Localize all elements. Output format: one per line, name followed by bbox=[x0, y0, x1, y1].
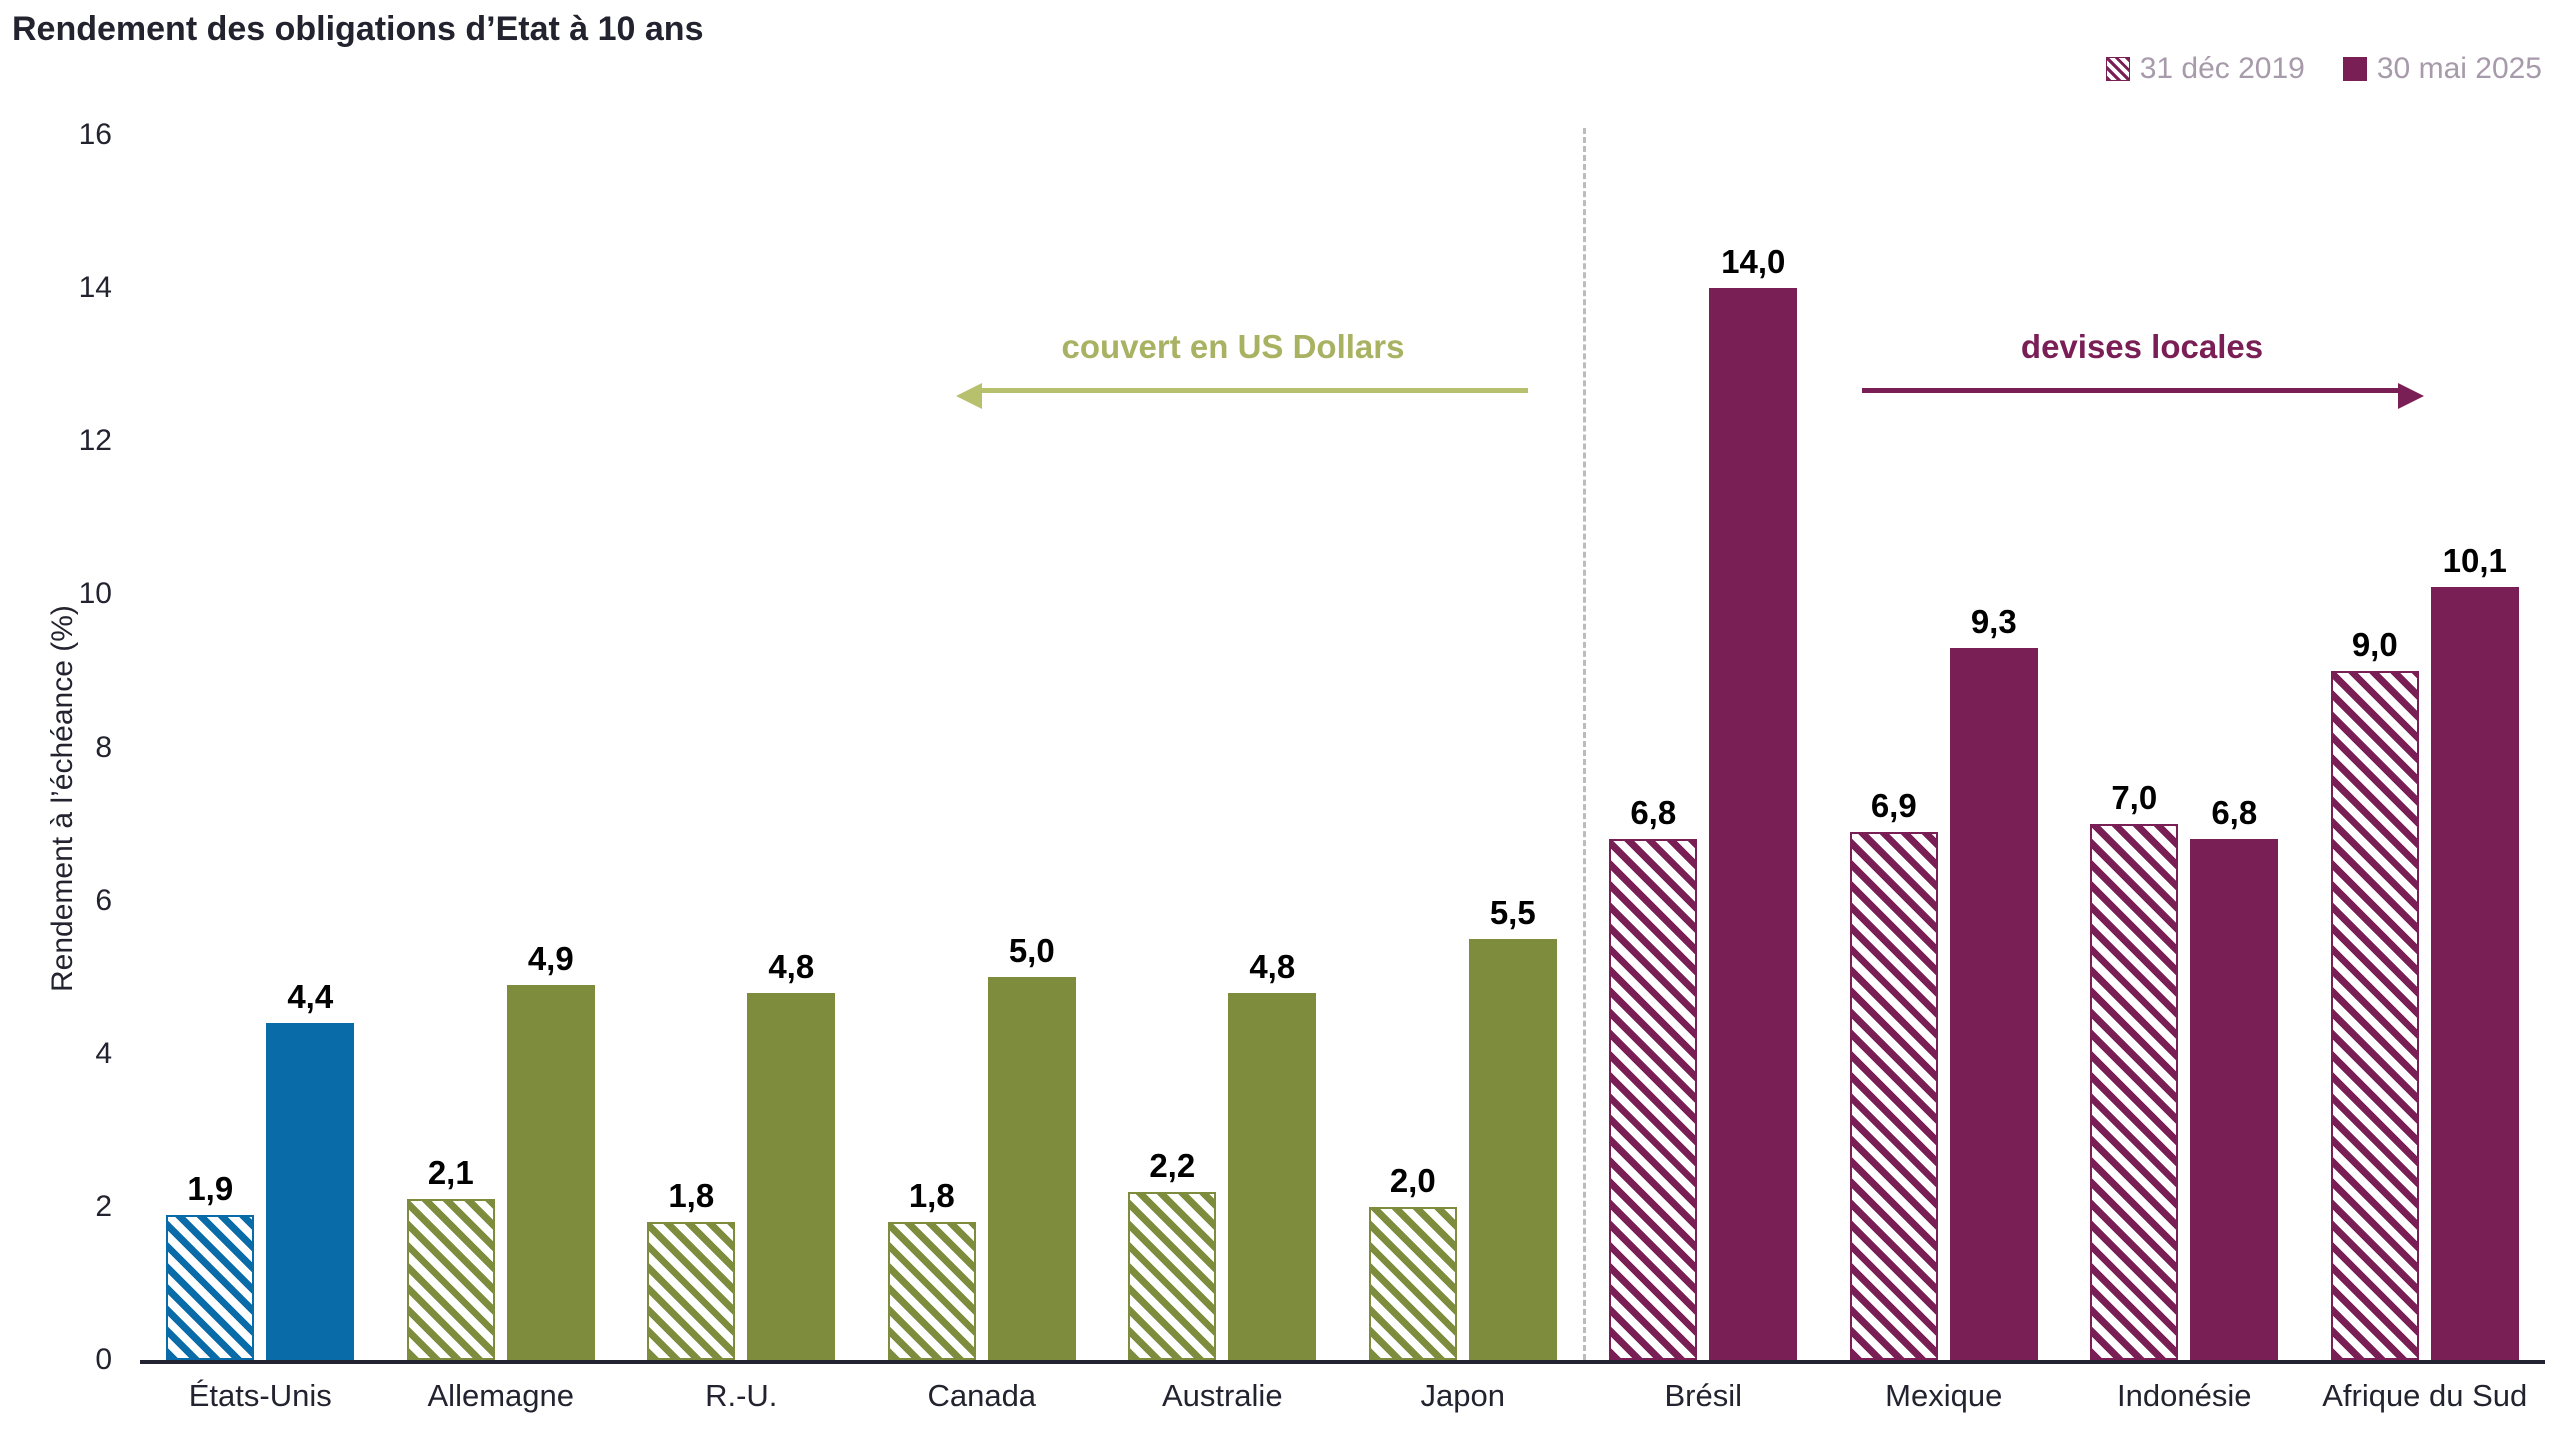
bar-R.-U.-31 déc 2019 bbox=[647, 1222, 736, 1360]
bar-value-label: 1,8 bbox=[900, 1174, 963, 1219]
x-axis-label-R.-U.: R.-U. bbox=[705, 1378, 778, 1413]
x-axis-label-Brésil: Brésil bbox=[1664, 1378, 1743, 1413]
bar-value-label: 4,8 bbox=[760, 944, 823, 989]
legend: 31 déc 2019 30 mai 2025 bbox=[2105, 52, 2542, 86]
y-tick-label: 12 bbox=[78, 424, 112, 458]
bar-Canada-30 mai 2025 bbox=[987, 977, 1076, 1360]
y-tick-label: 10 bbox=[78, 577, 112, 611]
bar-Australie-31 déc 2019 bbox=[1128, 1191, 1217, 1360]
legend-label-2025: 30 mai 2025 bbox=[2376, 52, 2542, 85]
bar-value-label: 2,1 bbox=[419, 1151, 482, 1196]
bar-Canada-31 déc 2019 bbox=[887, 1222, 976, 1360]
bar-value-label: 4,8 bbox=[1241, 944, 1304, 989]
bar-value-label: 9,0 bbox=[2343, 622, 2406, 667]
bar-Allemagne-30 mai 2025 bbox=[506, 984, 595, 1360]
bar-value-label: 4,4 bbox=[279, 975, 342, 1020]
legend-label-2019: 31 déc 2019 bbox=[2139, 52, 2305, 85]
bar-value-label: 4,9 bbox=[519, 936, 582, 981]
bar-value-label: 14,0 bbox=[1713, 240, 1794, 285]
bar-Allemagne-31 déc 2019 bbox=[406, 1199, 495, 1360]
bar-value-label: 2,0 bbox=[1381, 1158, 1444, 1203]
bar-value-label: 10,1 bbox=[2434, 538, 2515, 583]
legend-item-2025: 30 mai 2025 bbox=[2342, 52, 2542, 86]
y-tick-label: 16 bbox=[78, 118, 112, 151]
separator-dashed-line bbox=[1583, 128, 1586, 1360]
arrow-right-icon bbox=[1862, 383, 2424, 409]
y-tick-label: 4 bbox=[95, 1036, 112, 1070]
y-tick-label: 0 bbox=[95, 1343, 112, 1376]
annotation-usd-hedged: couvert en US Dollars bbox=[1061, 328, 1405, 365]
bar-Indonésie-30 mai 2025 bbox=[2190, 839, 2279, 1360]
annotation-local-currency: devises locales bbox=[2020, 328, 2264, 365]
bar-value-label: 6,8 bbox=[2203, 791, 2266, 836]
bar-value-label: 5,0 bbox=[1000, 929, 1063, 974]
bar-Afrique du Sud-30 mai 2025 bbox=[2430, 586, 2519, 1360]
legend-swatch-solid-icon bbox=[2342, 57, 2367, 81]
y-tick-label: 6 bbox=[95, 883, 112, 917]
x-axis-label-Allemagne: Allemagne bbox=[427, 1378, 574, 1413]
legend-swatch-hatched-icon bbox=[2105, 57, 2130, 81]
bar-Australie-30 mai 2025 bbox=[1228, 992, 1317, 1360]
bar-Indonésie-31 déc 2019 bbox=[2090, 824, 2179, 1360]
x-axis-label-Canada: Canada bbox=[927, 1378, 1037, 1413]
y-tick-label: 14 bbox=[78, 271, 112, 305]
legend-item-2019: 31 déc 2019 bbox=[2105, 52, 2305, 86]
chart-title: Rendement des obligations d’Etat à 10 an… bbox=[12, 10, 704, 48]
bar-États-Unis-31 déc 2019 bbox=[166, 1214, 255, 1360]
y-tick-label: 2 bbox=[95, 1189, 112, 1223]
arrow-left-icon bbox=[956, 383, 1528, 409]
arrowhead-right-icon bbox=[2398, 383, 2424, 409]
bar-value-label: 9,3 bbox=[1962, 599, 2025, 644]
bar-Mexique-31 déc 2019 bbox=[1849, 831, 1938, 1360]
bar-Japon-31 déc 2019 bbox=[1368, 1206, 1457, 1360]
x-axis-label-Japon: Japon bbox=[1420, 1378, 1505, 1413]
x-axis-label-États-Unis: États-Unis bbox=[188, 1378, 332, 1413]
x-axis-label-Mexique: Mexique bbox=[1885, 1378, 2003, 1413]
bar-value-label: 1,9 bbox=[179, 1166, 242, 1211]
bar-value-label: 1,8 bbox=[660, 1174, 723, 1219]
bar-value-label: 5,5 bbox=[1481, 890, 1544, 935]
bar-value-label: 7,0 bbox=[2103, 776, 2166, 821]
bar-Japon-30 mai 2025 bbox=[1468, 938, 1557, 1360]
arrowhead-left-icon bbox=[956, 383, 982, 409]
bar-Afrique du Sud-31 déc 2019 bbox=[2330, 670, 2419, 1360]
bar-États-Unis-30 mai 2025 bbox=[266, 1023, 355, 1360]
x-axis-line bbox=[140, 1360, 2545, 1364]
bar-Brésil-31 déc 2019 bbox=[1609, 839, 1698, 1360]
bar-value-label: 2,2 bbox=[1141, 1143, 1204, 1188]
x-axis-label-Australie: Australie bbox=[1161, 1378, 1283, 1413]
bar-Mexique-30 mai 2025 bbox=[1949, 647, 2038, 1360]
bar-value-label: 6,8 bbox=[1622, 791, 1685, 836]
bar-Brésil-30 mai 2025 bbox=[1709, 288, 1798, 1360]
bar-value-label: 6,9 bbox=[1862, 783, 1925, 828]
x-axis-label-Afrique du Sud: Afrique du Sud bbox=[2322, 1378, 2528, 1413]
y-tick-label: 8 bbox=[95, 730, 112, 764]
bar-R.-U.-30 mai 2025 bbox=[747, 992, 836, 1360]
x-axis-label-Indonésie: Indonésie bbox=[2117, 1378, 2252, 1413]
